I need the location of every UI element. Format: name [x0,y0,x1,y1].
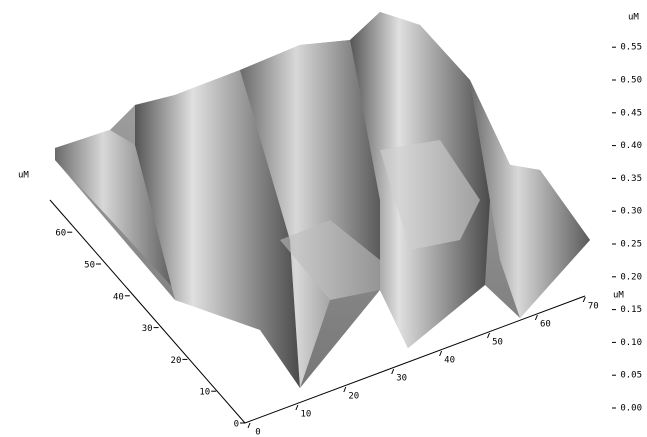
x-tick [488,333,490,338]
z-tick-label: 0.15 [620,305,642,315]
z-tick-label: 0.25 [620,240,642,250]
z-tick-label: 0.05 [620,371,642,381]
x-tick-label: 30 [396,374,407,384]
surface [55,12,590,388]
x-tick-label: 40 [444,356,455,366]
y-tick-label: 50 [84,261,95,271]
z-tick-label: 0.40 [620,141,642,151]
z-axis-label: uM [628,13,639,23]
afm-plot: uM uM uM 0 10 20 30 40 50 60 70 0 10 20 30 40 50 60 0.0… [0,0,647,437]
x-tick-label: 0 [255,428,260,437]
y-axis-label: uM [18,171,29,181]
x-tick-label: 10 [300,410,311,420]
x-tick [535,315,537,320]
z-tick-label: 0.20 [620,272,642,282]
x-tick [440,351,442,356]
z-tick-label: 0.00 [620,404,642,414]
x-tick-label: 70 [588,302,599,312]
x-tick-label: 50 [492,338,503,348]
x-tick [583,297,585,302]
y-tick-label: 30 [142,324,153,334]
x-tick [248,423,250,428]
y-tick-label: 20 [171,356,182,366]
z-tick-label: 0.45 [620,108,642,118]
x-tick-label: 60 [540,320,551,330]
z-tick-label: 0.10 [620,338,642,348]
x-tick [392,369,394,374]
y-tick-label: 10 [199,388,210,398]
z-tick-label: 0.50 [620,76,642,86]
z-tick-label: 0.30 [620,207,642,217]
y-tick-label: 0 [234,420,239,430]
x-tick [296,405,298,410]
y-tick-label: 40 [113,292,124,302]
z-tick-label: 0.35 [620,174,642,184]
x-tick-label: 20 [348,392,359,402]
x-tick [344,387,346,392]
z-tick-label: 0.55 [620,43,642,53]
x-axis-label: uM [613,291,624,301]
y-tick-label: 60 [55,229,66,239]
